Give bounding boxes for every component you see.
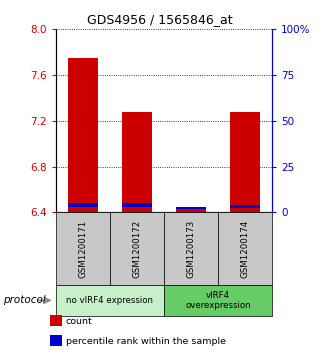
Bar — [68, 203, 98, 207]
Text: count: count — [66, 317, 92, 326]
Text: protocol: protocol — [3, 295, 46, 305]
Text: GSM1200174: GSM1200174 — [241, 220, 250, 278]
Text: GDS4956 / 1565846_at: GDS4956 / 1565846_at — [87, 13, 233, 26]
Bar — [68, 58, 98, 212]
Text: percentile rank within the sample: percentile rank within the sample — [66, 337, 226, 346]
Bar — [122, 203, 152, 207]
Bar — [176, 207, 206, 209]
Text: no vIRF4 expression: no vIRF4 expression — [67, 296, 154, 305]
Text: GSM1200171: GSM1200171 — [78, 220, 87, 278]
Bar — [122, 111, 152, 212]
Bar — [230, 111, 260, 212]
Bar — [230, 205, 260, 208]
Text: GSM1200173: GSM1200173 — [187, 220, 196, 278]
Text: GSM1200172: GSM1200172 — [132, 220, 141, 278]
Bar — [176, 209, 206, 212]
Text: vIRF4
overexpression: vIRF4 overexpression — [185, 291, 251, 310]
